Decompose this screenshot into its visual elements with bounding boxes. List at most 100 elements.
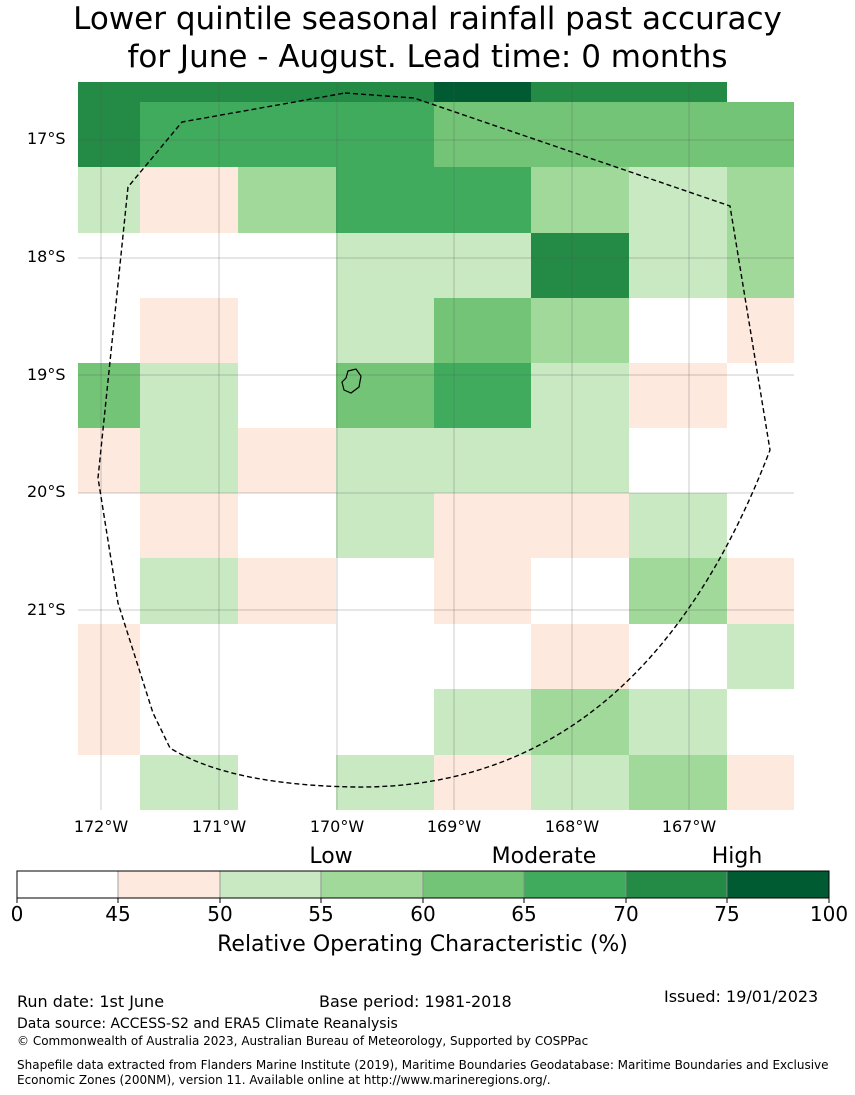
grid-cell	[434, 233, 531, 298]
colorbar-tick-label: 100	[809, 902, 849, 926]
grid-cell	[140, 298, 238, 363]
grid-cell	[238, 558, 336, 624]
colorbar-swatch	[726, 870, 830, 899]
colorbar	[16, 870, 830, 903]
grid-cells	[78, 82, 794, 810]
niue-island-outline	[341, 368, 362, 394]
grid-cell	[78, 298, 140, 363]
grid-cell	[238, 624, 336, 689]
grid-cell	[434, 558, 531, 624]
rainfall-accuracy-map	[78, 82, 794, 810]
grid-cell	[531, 298, 629, 363]
grid-cell	[336, 363, 434, 428]
colorbar-tick-label: 55	[308, 902, 334, 926]
grid-cell	[434, 363, 531, 428]
grid-cell	[238, 167, 336, 233]
grid-cell	[78, 689, 140, 755]
grid-cell	[629, 298, 727, 363]
colorbar-swatch	[117, 870, 221, 899]
grid-cell	[78, 233, 140, 298]
lat-label-20s: 20°S	[27, 482, 66, 501]
grid-cell	[140, 363, 238, 428]
grid-cell	[78, 102, 140, 167]
colorbar-caption: Relative Operating Characteristic (%)	[217, 932, 628, 957]
grid-cell	[336, 167, 434, 233]
grid-cell	[629, 755, 727, 810]
lon-label-167w: 167°W	[661, 817, 717, 836]
grid-cell	[629, 102, 794, 167]
grid-cell	[140, 689, 238, 755]
grid-cell	[434, 689, 531, 755]
grid-cell	[434, 167, 531, 233]
grid-cell	[336, 233, 434, 298]
grid-cell	[140, 233, 238, 298]
grid-cell	[629, 428, 727, 493]
grid-cell	[336, 755, 434, 810]
grid-cell	[727, 428, 794, 493]
colorbar-tick-label: 60	[410, 902, 436, 926]
colorbar-tick-label: 50	[207, 902, 233, 926]
grid-cell	[336, 82, 434, 102]
lat-label-19s: 19°S	[27, 365, 66, 384]
grid-cell	[78, 167, 140, 233]
grid-cell	[629, 624, 727, 689]
grid-cell	[434, 82, 531, 102]
map-title: Lower quintile seasonal rainfall past ac…	[0, 0, 855, 76]
issued-date: Issued: 19/01/2023	[664, 987, 819, 1006]
legend-category-high: High	[711, 844, 763, 869]
grid-cell	[140, 624, 238, 689]
grid-cell	[531, 755, 629, 810]
grid-cell	[434, 624, 531, 689]
grid-cell	[336, 624, 434, 689]
shapefile-credit-line-1: Shapefile data extracted from Flanders M…	[17, 1058, 829, 1072]
grid-cell	[78, 558, 140, 624]
shapefile-credit-line-2: Economic Zones (200NM), version 11. Avai…	[17, 1073, 551, 1087]
grid-cell	[727, 233, 794, 298]
colorbar-swatch	[422, 870, 525, 899]
grid-cell	[629, 689, 727, 755]
grid-cell	[336, 428, 434, 493]
grid-cell	[336, 689, 434, 755]
grid-cell	[727, 624, 794, 689]
grid-cell	[140, 82, 238, 102]
lon-label-171w: 171°W	[191, 817, 247, 836]
grid-cell	[531, 363, 629, 428]
grid-cell	[727, 755, 794, 810]
grid-cell	[531, 493, 629, 558]
title-line-2: for June - August. Lead time: 0 months	[127, 39, 728, 75]
grid-cell	[629, 82, 727, 102]
grid-cell	[238, 102, 336, 167]
base-period: Base period: 1981-2018	[319, 992, 512, 1011]
grid-cell	[727, 167, 794, 233]
grid-cell	[238, 428, 336, 493]
lat-label-17s: 17°S	[27, 129, 66, 148]
grid-cell	[434, 493, 531, 558]
grid-cell	[78, 755, 140, 810]
grid-cell	[336, 298, 434, 363]
grid-cell	[78, 624, 140, 689]
grid-cell	[727, 689, 794, 755]
grid-cell	[531, 167, 629, 233]
grid-cell	[434, 755, 531, 810]
lat-label-21s: 21°S	[27, 600, 66, 619]
grid-cell	[238, 493, 336, 558]
lon-label-168w: 168°W	[544, 817, 600, 836]
grid-cell	[336, 558, 434, 624]
grid-cell	[140, 428, 238, 493]
legend-category-moderate: Moderate	[491, 844, 597, 869]
colorbar-tick-label: 75	[714, 902, 740, 926]
colorbar-swatch	[523, 870, 627, 899]
colorbar-tick-label: 45	[105, 902, 131, 926]
grid-cell	[531, 624, 629, 689]
colorbar-swatch	[625, 870, 728, 899]
lon-label-172w: 172°W	[73, 817, 129, 836]
grid-cell	[238, 298, 336, 363]
grid-cell	[140, 493, 238, 558]
grid-cell	[140, 755, 238, 810]
grid-cell	[629, 233, 727, 298]
grid-cell	[238, 689, 336, 755]
copyright-notice: © Commonwealth of Australia 2023, Austra…	[17, 1034, 589, 1048]
grid-cell	[238, 363, 336, 428]
data-source: Data source: ACCESS-S2 and ERA5 Climate …	[17, 1016, 398, 1032]
grid-cell	[434, 298, 531, 363]
